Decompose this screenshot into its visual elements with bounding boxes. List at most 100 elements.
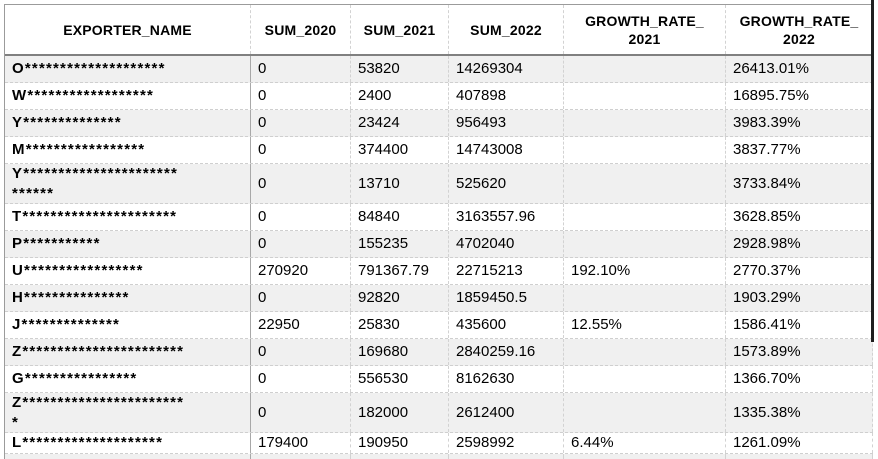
cell-sum-2022[interactable]: 8162630 [449, 366, 564, 392]
cell-growth-2021[interactable]: 12.55% [564, 312, 726, 338]
table-row: L******************** 179400 190950 2598… [5, 433, 873, 454]
cell-sum-2021[interactable]: 169680 [351, 339, 449, 365]
cell-exporter-name[interactable]: Z*********************** [5, 339, 251, 365]
cell-sum-2020[interactable]: 0 [251, 393, 351, 432]
header-growth-rate-2022[interactable]: GROWTH_RATE_ 2022 [726, 5, 873, 54]
cell-sum-2021[interactable]: 791367.79 [351, 258, 449, 284]
cell-sum-2022[interactable]: 22715213 [449, 258, 564, 284]
table-row: P*********** 0 155235 4702040 2928.98% [5, 231, 873, 258]
cell-exporter-name[interactable]: Z*********************** * [5, 393, 251, 432]
cell-growth-2021[interactable] [564, 285, 726, 311]
cell-sum-2021[interactable]: 2400 [351, 83, 449, 109]
cell-sum-2020[interactable]: 0 [251, 339, 351, 365]
cell-growth-2022[interactable]: 2928.98% [726, 231, 873, 257]
cell-growth-2022[interactable]: 3837.77% [726, 137, 873, 163]
right-edge-bar [871, 0, 874, 342]
cell-sum-2020[interactable]: 22950 [251, 312, 351, 338]
cell-exporter-name[interactable]: P*********** [5, 231, 251, 257]
cell-sum-2021[interactable]: 556530 [351, 366, 449, 392]
cell-growth-2022[interactable]: 1573.89% [726, 339, 873, 365]
cell-sum-2020[interactable]: 0 [251, 164, 351, 203]
header-growth-rate-2021[interactable]: GROWTH_RATE_ 2021 [564, 5, 726, 54]
cell-exporter-name[interactable]: G**************** [5, 366, 251, 392]
cell-growth-2021[interactable] [564, 56, 726, 82]
cell-growth-2021[interactable]: 6.44% [564, 433, 726, 453]
cell-sum-2022[interactable]: 2598992 [449, 433, 564, 453]
cell-growth-2021[interactable] [564, 339, 726, 365]
cell-sum-2020[interactable]: 0 [251, 231, 351, 257]
cell-growth-2022[interactable]: 3628.85% [726, 204, 873, 230]
table-row: Y************** 0 23424 956493 3983.39% [5, 110, 873, 137]
cell-growth-2022[interactable]: 1586.41% [726, 312, 873, 338]
table-row: Y********************** ****** 0 13710 5… [5, 164, 873, 204]
cell-growth-2021[interactable] [564, 366, 726, 392]
cell-sum-2021[interactable]: 92820 [351, 285, 449, 311]
cell-sum-2020[interactable]: 270920 [251, 258, 351, 284]
cell-sum-2022[interactable]: 435600 [449, 312, 564, 338]
cell-growth-2022[interactable]: 1903.29% [726, 285, 873, 311]
cell-exporter-name[interactable]: T********************** [5, 204, 251, 230]
cell-exporter-name[interactable]: M***************** [5, 137, 251, 163]
table-row: U***************** 270920 791367.79 2271… [5, 258, 873, 285]
cell-growth-2021[interactable] [564, 164, 726, 203]
cell-sum-2020[interactable]: 0 [251, 137, 351, 163]
cell-sum-2021[interactable]: 190950 [351, 433, 449, 453]
cell-growth-2022[interactable]: 3733.84% [726, 164, 873, 203]
cell-sum-2022[interactable]: 1859450.5 [449, 285, 564, 311]
cell-sum-2022[interactable]: 2840259.16 [449, 339, 564, 365]
cell-sum-2022[interactable]: 956493 [449, 110, 564, 136]
cell-sum-2022[interactable]: 14269304 [449, 56, 564, 82]
header-exporter-name[interactable]: EXPORTER_NAME [5, 5, 251, 54]
cell-sum-2020[interactable]: 0 [251, 56, 351, 82]
cell-growth-2021[interactable] [564, 204, 726, 230]
cell-growth-2022[interactable]: 1366.70% [726, 366, 873, 392]
cell-growth-2021[interactable]: 192.10% [564, 258, 726, 284]
cell-sum-2021[interactable]: 182000 [351, 393, 449, 432]
cell-growth-2021[interactable] [564, 231, 726, 257]
cell-exporter-name[interactable]: Y************** [5, 110, 251, 136]
table-row: Z*********************** 0 169680 284025… [5, 339, 873, 366]
header-sum-2020[interactable]: SUM_2020 [251, 5, 351, 54]
table-row: G**************** 0 556530 8162630 1366.… [5, 366, 873, 393]
cell-exporter-name[interactable]: J************** [5, 312, 251, 338]
cell-sum-2020[interactable]: 179400 [251, 433, 351, 453]
table-row: M***************** 0 374400 14743008 383… [5, 137, 873, 164]
cell-sum-2022[interactable]: 3163557.96 [449, 204, 564, 230]
cell-sum-2021[interactable]: 13710 [351, 164, 449, 203]
cell-growth-2022[interactable]: 3983.39% [726, 110, 873, 136]
cell-sum-2022[interactable]: 4702040 [449, 231, 564, 257]
cell-sum-2022[interactable]: 407898 [449, 83, 564, 109]
cell-sum-2020[interactable]: 0 [251, 204, 351, 230]
cell-exporter-name[interactable]: W****************** [5, 83, 251, 109]
cell-exporter-name[interactable]: Y********************** ****** [5, 164, 251, 203]
cell-exporter-name[interactable]: L******************** [5, 433, 251, 453]
cell-sum-2021[interactable]: 25830 [351, 312, 449, 338]
cell-exporter-name[interactable]: U***************** [5, 258, 251, 284]
cell-sum-2020[interactable]: 0 [251, 366, 351, 392]
cell-sum-2021[interactable]: 84840 [351, 204, 449, 230]
cell-growth-2022[interactable]: 1261.09% [726, 433, 873, 453]
cell-sum-2020[interactable]: 0 [251, 285, 351, 311]
cell-sum-2022[interactable]: 2612400 [449, 393, 564, 432]
cell-growth-2022[interactable]: 2770.37% [726, 258, 873, 284]
cell-growth-2022[interactable]: 1335.38% [726, 393, 873, 432]
cell-exporter-name[interactable]: O******************** [5, 56, 251, 82]
table-row: T********************** 0 84840 3163557.… [5, 204, 873, 231]
cell-sum-2022[interactable]: 525620 [449, 164, 564, 203]
cell-growth-2022[interactable]: 26413.01% [726, 56, 873, 82]
cell-sum-2021[interactable]: 155235 [351, 231, 449, 257]
cell-sum-2021[interactable]: 374400 [351, 137, 449, 163]
cell-growth-2021[interactable] [564, 110, 726, 136]
cell-sum-2022[interactable]: 14743008 [449, 137, 564, 163]
cell-growth-2021[interactable] [564, 83, 726, 109]
cell-sum-2020[interactable]: 0 [251, 83, 351, 109]
cell-sum-2021[interactable]: 53820 [351, 56, 449, 82]
cell-exporter-name[interactable]: H*************** [5, 285, 251, 311]
header-sum-2022[interactable]: SUM_2022 [449, 5, 564, 54]
cell-sum-2020[interactable]: 0 [251, 110, 351, 136]
cell-growth-2021[interactable] [564, 393, 726, 432]
cell-sum-2021[interactable]: 23424 [351, 110, 449, 136]
cell-growth-2022[interactable]: 16895.75% [726, 83, 873, 109]
cell-growth-2021[interactable] [564, 137, 726, 163]
header-sum-2021[interactable]: SUM_2021 [351, 5, 449, 54]
